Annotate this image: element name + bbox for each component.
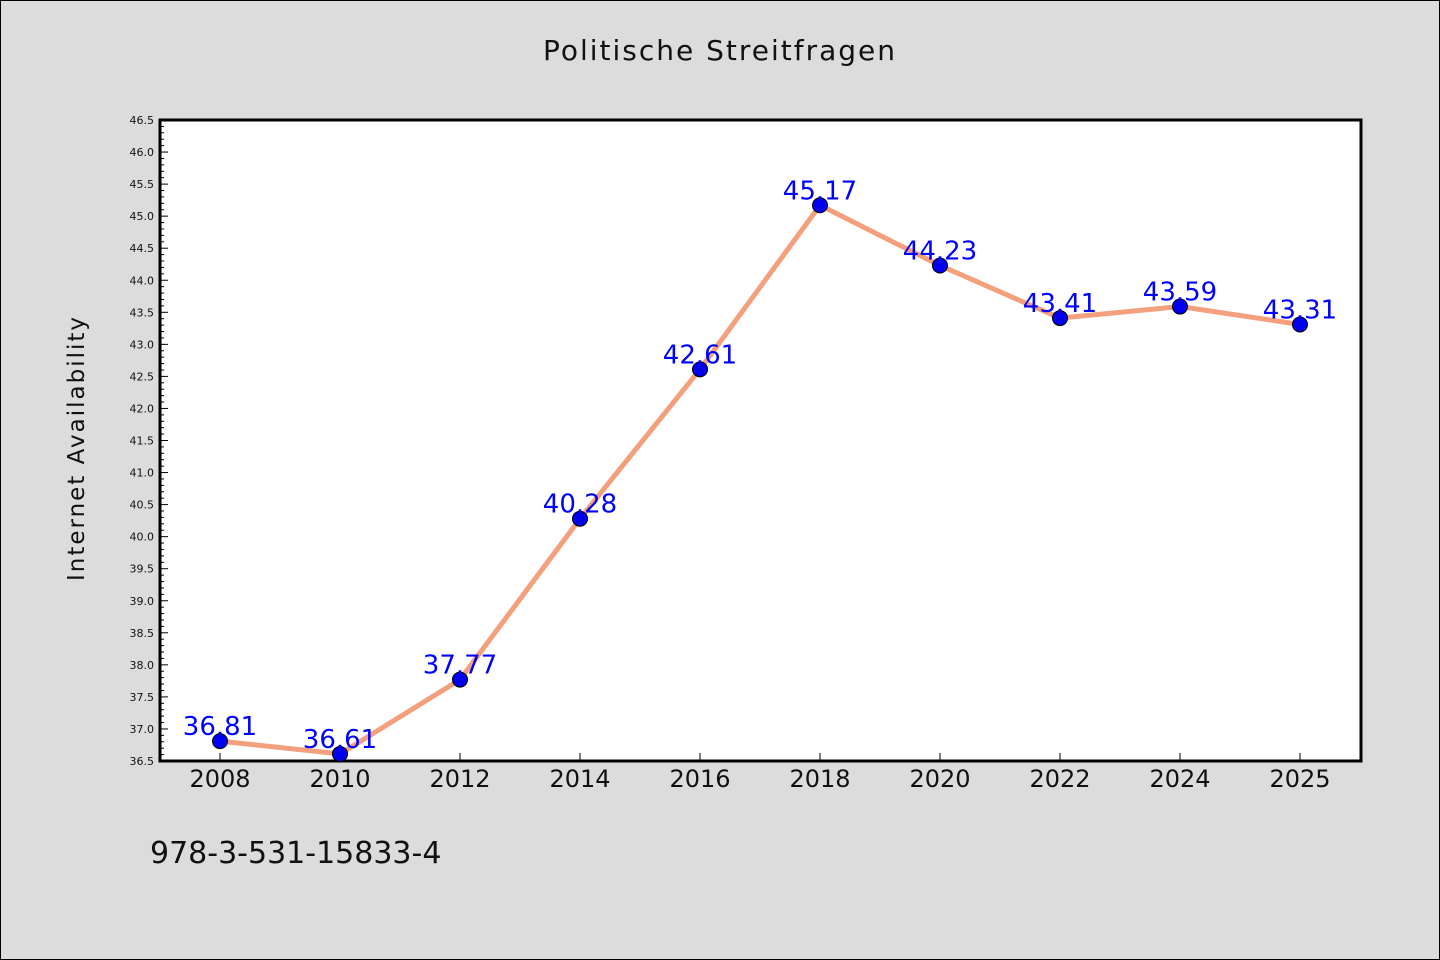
y-tick-label: 42.0 <box>130 402 155 415</box>
x-tick-label: 2018 <box>789 765 850 793</box>
series-group: 36.81 36.61 37.77 40.28 42.61 45.17 44.23 43.41… <box>183 176 1337 762</box>
x-tick-label: 2016 <box>669 765 730 793</box>
data-label: 43.31 <box>1263 295 1337 325</box>
x-tick-label: 2008 <box>189 765 250 793</box>
data-point <box>932 257 948 274</box>
y-tick-label: 37.0 <box>130 723 155 736</box>
y-tick-label: 40.5 <box>130 499 155 512</box>
data-point <box>212 733 228 750</box>
y-tick-label: 38.5 <box>130 627 155 640</box>
y-axis-label: Internet Availability <box>64 315 90 581</box>
y-tick-label: 39.0 <box>130 595 155 608</box>
data-label: 36.61 <box>303 725 377 755</box>
y-tick-label: 39.5 <box>130 563 155 576</box>
data-label: 37.77 <box>423 651 497 681</box>
y-tick-label: 37.5 <box>130 691 155 704</box>
data-point <box>812 197 828 214</box>
y-tick-label: 41.5 <box>130 435 155 448</box>
data-point <box>572 510 588 527</box>
y-tick-label: 45.5 <box>130 178 155 191</box>
x-tick-label: 2010 <box>309 765 370 793</box>
data-label: 43.59 <box>1143 278 1217 308</box>
y-tick-label: 46.0 <box>130 146 155 159</box>
plot-area <box>158 118 1363 763</box>
data-label: 44.23 <box>903 237 977 267</box>
x-axis: 2008 2010 2012 2014 2016 2018 2020 2022 2024 2025 <box>189 753 1331 793</box>
x-tick-label: 2022 <box>1029 765 1090 793</box>
chart-title: Politische Streitfragen <box>542 34 898 67</box>
y-tick-label: 41.0 <box>130 467 155 480</box>
y-tick-label: 38.0 <box>130 659 155 672</box>
data-point <box>332 745 348 762</box>
data-label: 45.17 <box>783 176 857 206</box>
y-tick-label: 36.5 <box>130 755 155 768</box>
y-tick-label: 43.5 <box>130 306 155 319</box>
data-label: 36.81 <box>183 712 257 742</box>
y-tick-label: 44.0 <box>130 274 155 287</box>
y-axis: 36.5 37.0 37.5 38.0 38.5 39.0 39.5 40.0 40.5 41.0… <box>130 114 168 768</box>
y-tick-label: 40.0 <box>130 531 155 544</box>
y-tick-label: 43.0 <box>130 338 155 351</box>
series-line <box>219 202 1301 757</box>
data-point <box>1172 298 1188 315</box>
x-tick-label: 2012 <box>429 765 490 793</box>
x-tick-label: 2020 <box>909 765 970 793</box>
x-tick-label: 2014 <box>549 765 610 793</box>
data-label: 40.28 <box>543 490 617 520</box>
x-tick-label: 2024 <box>1149 765 1210 793</box>
y-tick-label: 42.5 <box>130 370 155 383</box>
data-point <box>452 671 468 688</box>
data-point <box>1052 310 1068 327</box>
y-tick-label: 44.5 <box>130 242 155 255</box>
isbn-text: 978-3-531-15833-4 <box>150 836 442 871</box>
data-label: 42.61 <box>663 340 737 370</box>
y-tick-label: 46.5 <box>130 114 155 127</box>
data-label: 43.41 <box>1023 289 1097 319</box>
data-point <box>692 361 708 378</box>
y-tick-label: 45.0 <box>130 210 155 223</box>
x-tick-label: 2025 <box>1269 765 1330 793</box>
data-point <box>1292 316 1308 333</box>
